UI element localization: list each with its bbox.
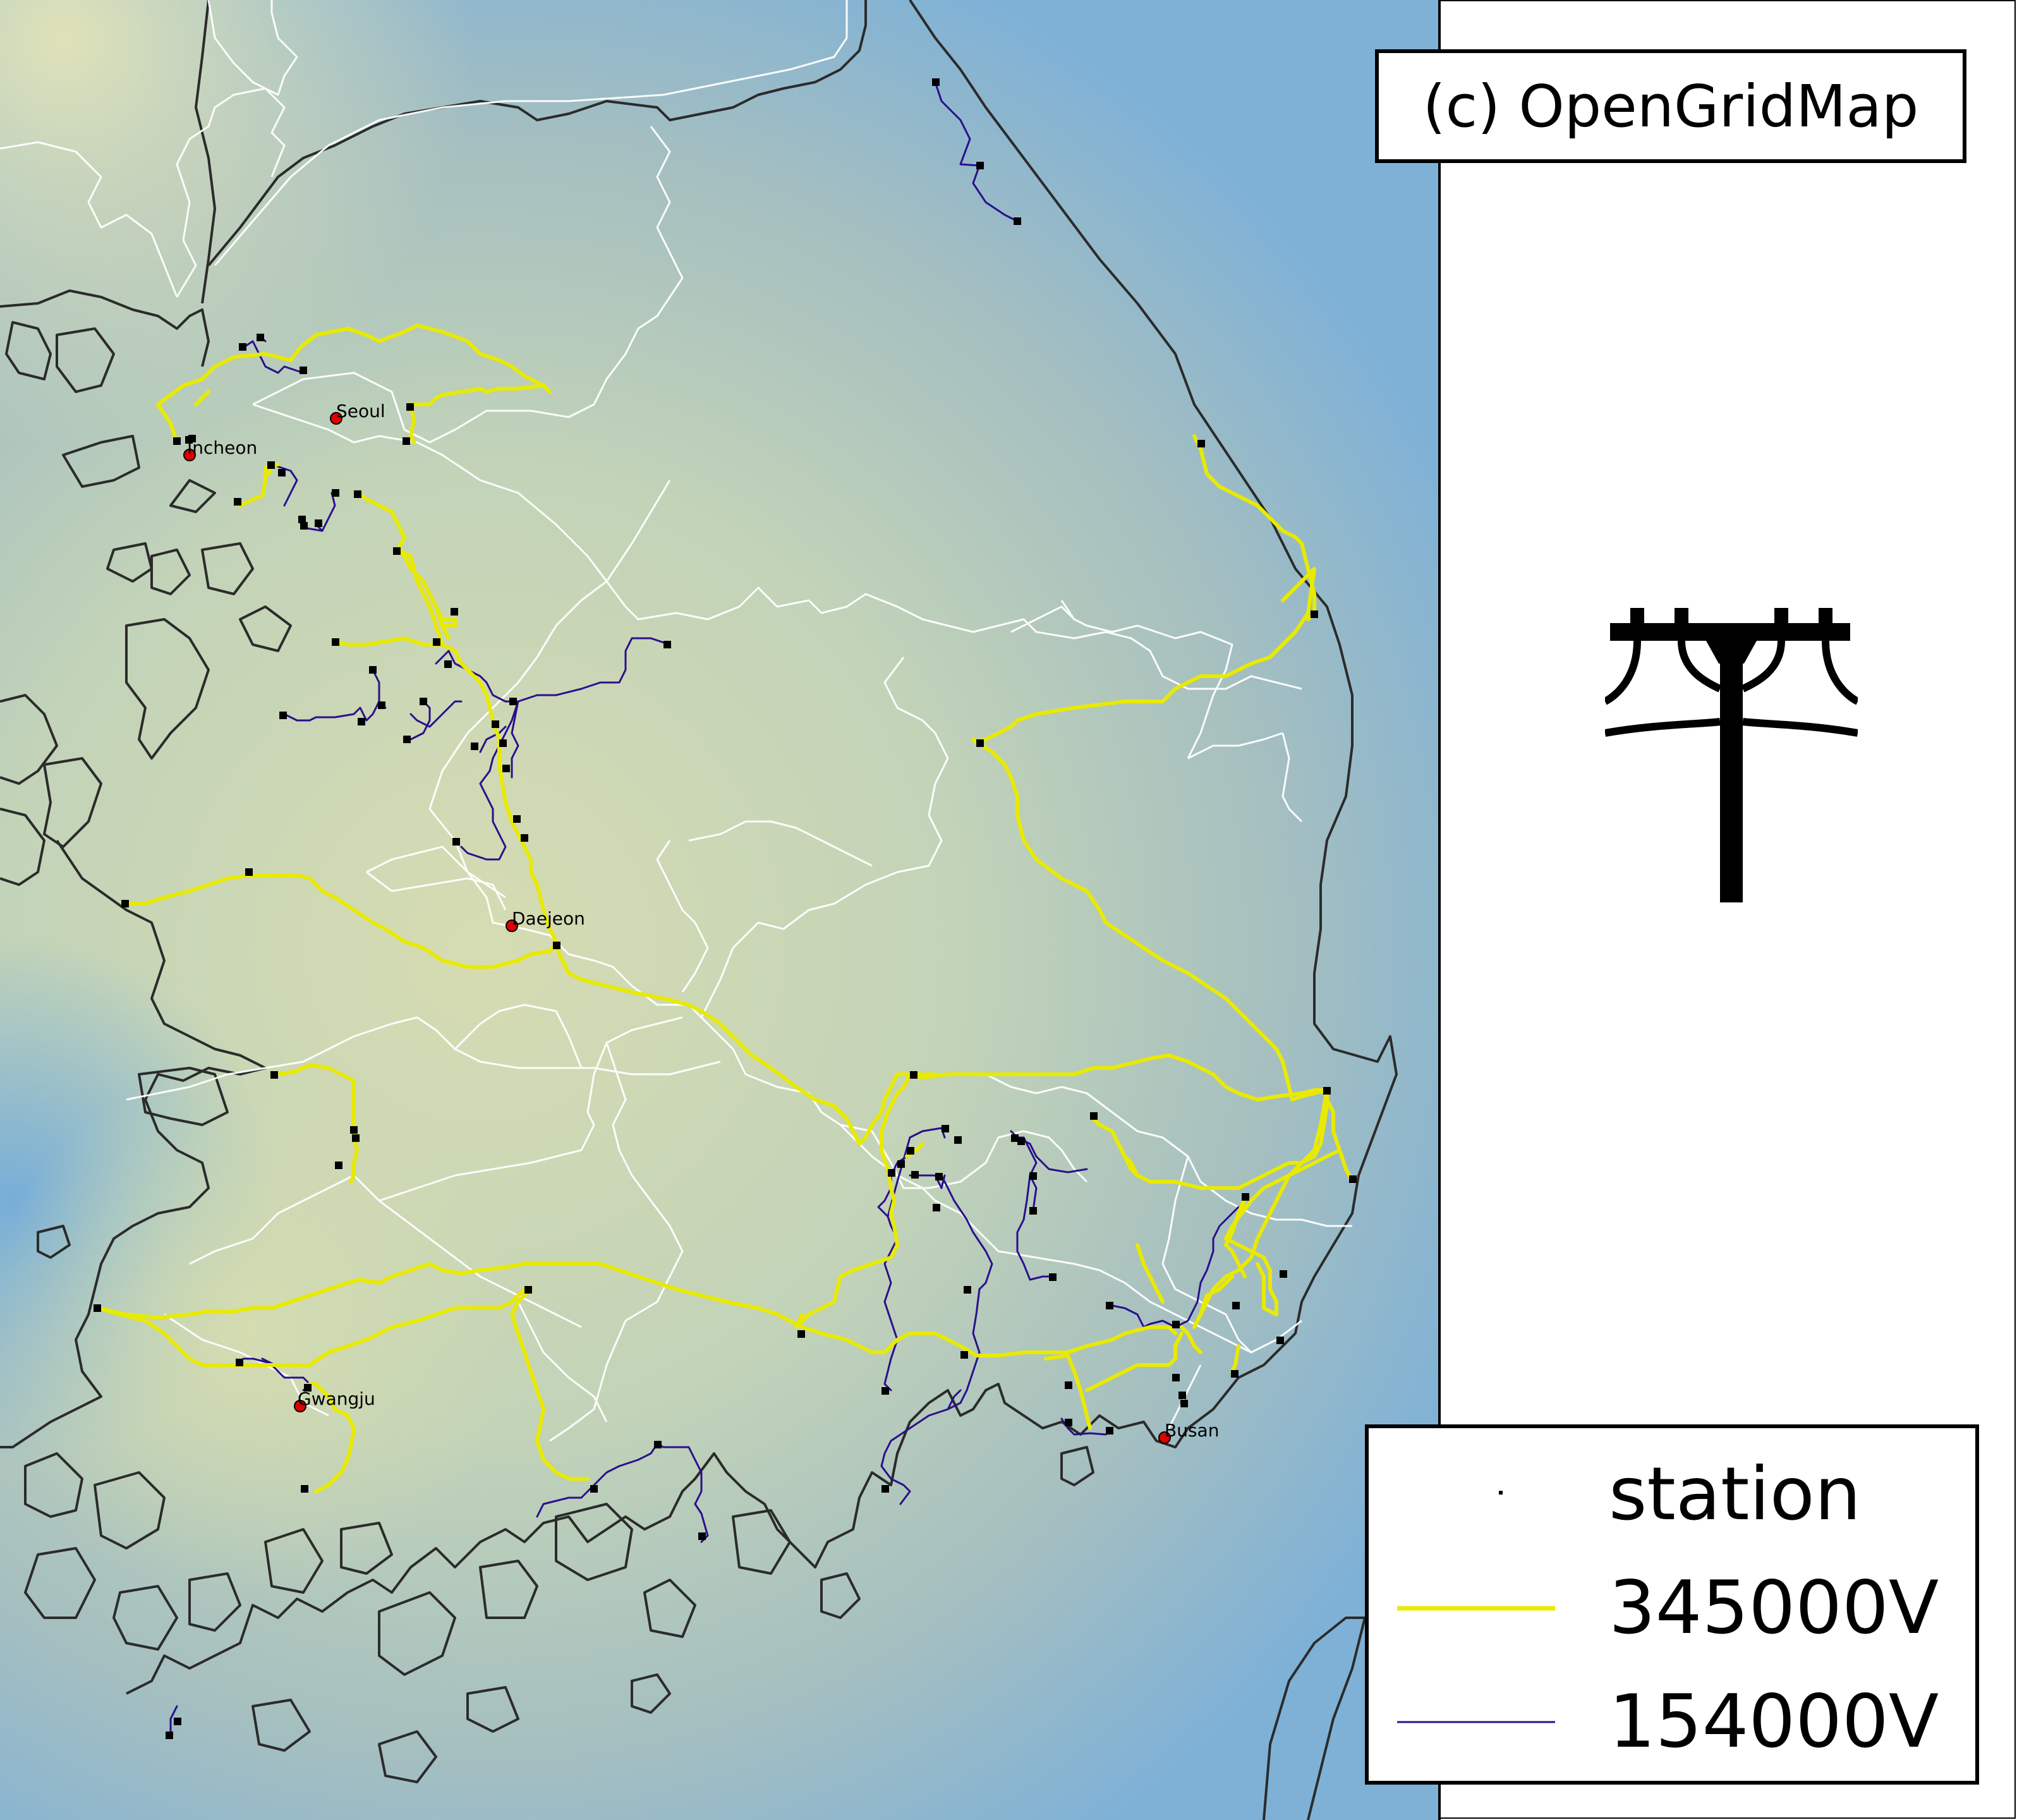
legend-item-345kv: 345000V [1369,1555,1975,1662]
copyright-box: (c) OpenGridMap [1375,49,1966,163]
line-154kv-icon [1397,1721,1555,1723]
copyright-text: (c) OpenGridMap [1422,72,1919,140]
substations [94,78,1357,1739]
svg-text:Busan: Busan [1165,1420,1219,1441]
line-345kv-icon [1397,1606,1555,1611]
legend-item-154kv: 154000V [1369,1668,1975,1776]
legend: station 345000V 154000V [1365,1424,1979,1785]
grid-map: Seoul Incheon Daejeon Gwangju Busan [0,0,1438,1820]
legend-item-station: station [1369,1441,1975,1548]
legend-label-154kv: 154000V [1609,1679,1939,1764]
city-seoul[interactable]: Seoul [330,401,385,425]
svg-text:Incheon: Incheon [187,437,257,458]
coastline [0,0,1398,1820]
city-gwangju[interactable]: Gwangju [294,1388,375,1412]
cities: Seoul Incheon Daejeon Gwangju Busan [183,401,1219,1444]
station-dot-icon [1499,1491,1503,1495]
legend-label-station: station [1609,1452,1862,1537]
svg-text:Seoul: Seoul [336,401,385,422]
lines-345kv [96,324,1354,1493]
svg-text:Daejeon: Daejeon [512,908,585,929]
city-daejeon[interactable]: Daejeon [506,908,585,932]
map-panel[interactable]: Seoul Incheon Daejeon Gwangju Busan [0,0,1441,1820]
legend-label-345kv: 345000V [1609,1565,1939,1651]
city-busan[interactable]: Busan [1158,1420,1219,1444]
svg-text:Gwangju: Gwangju [298,1388,375,1409]
power-pylon-icon [1605,608,1858,902]
city-incheon[interactable]: Incheon [183,437,257,461]
